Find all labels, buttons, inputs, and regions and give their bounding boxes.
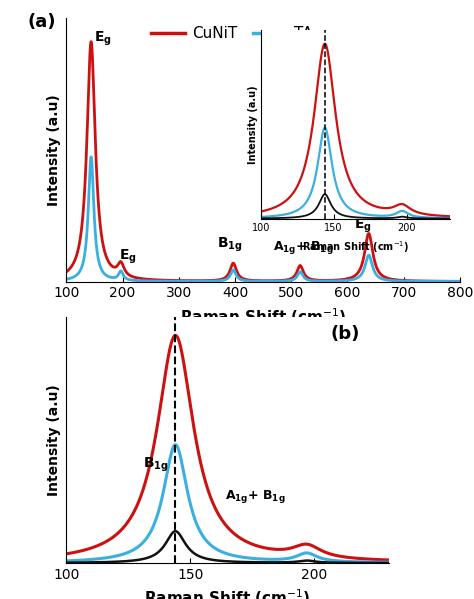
Text: E$_{\mathregular{g}}$: E$_{\mathregular{g}}$ <box>118 248 137 267</box>
X-axis label: Raman Shift (cm$^{-1}$): Raman Shift (cm$^{-1}$) <box>144 588 311 599</box>
Text: A$_{\mathregular{1g}}$+ B$_{\mathregular{1g}}$: A$_{\mathregular{1g}}$+ B$_{\mathregular… <box>225 489 286 506</box>
Text: A$_{\mathregular{1g}}$+ B$_{\mathregular{1g}}$: A$_{\mathregular{1g}}$+ B$_{\mathregular… <box>273 240 334 256</box>
Y-axis label: Intensity (a.u): Intensity (a.u) <box>47 94 61 205</box>
Y-axis label: Intensity (a.u): Intensity (a.u) <box>47 385 61 496</box>
Text: B$_{\mathregular{1g}}$: B$_{\mathregular{1g}}$ <box>217 236 243 255</box>
Legend: CuNiT, TA: CuNiT, TA <box>145 20 319 47</box>
X-axis label: Raman Shift (cm$^{-1}$): Raman Shift (cm$^{-1}$) <box>180 306 346 326</box>
Text: B$_{\mathregular{1g}}$: B$_{\mathregular{1g}}$ <box>143 456 169 474</box>
Y-axis label: Intensity (a.u): Intensity (a.u) <box>248 85 258 164</box>
Text: (a): (a) <box>27 13 55 31</box>
Text: (b): (b) <box>331 325 360 343</box>
X-axis label: Raman Shift (cm$^{-1}$): Raman Shift (cm$^{-1}$) <box>302 239 409 255</box>
Text: E$_{\mathregular{g}}$: E$_{\mathregular{g}}$ <box>94 30 112 49</box>
Text: E$_{\mathregular{g}}$: E$_{\mathregular{g}}$ <box>354 217 372 235</box>
